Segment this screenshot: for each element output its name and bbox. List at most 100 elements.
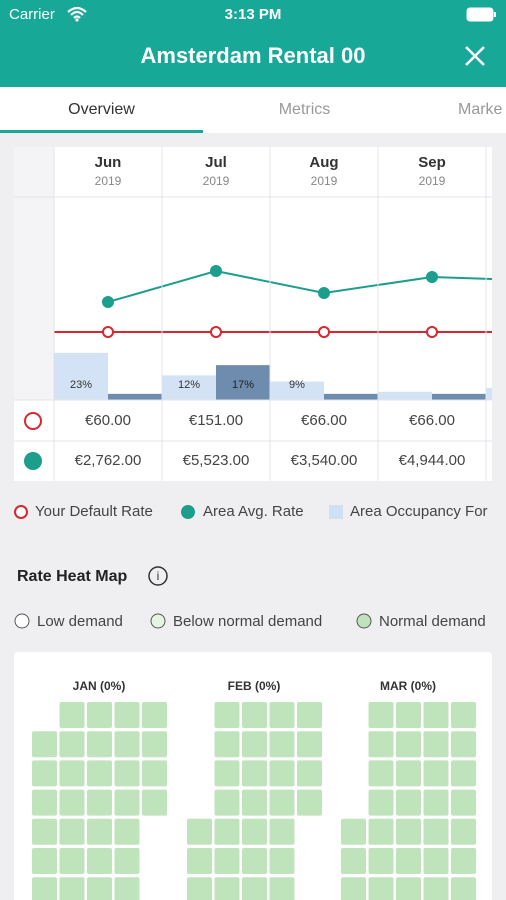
heat-cell	[214, 702, 240, 728]
heat-cell	[269, 731, 295, 758]
heat-cell	[242, 848, 267, 874]
heat-cell	[214, 818, 240, 845]
demand-label: Low demand	[37, 613, 123, 630]
info-button[interactable]	[148, 566, 168, 586]
avg-rate: €3,540.00	[291, 452, 358, 469]
heat-cell	[297, 731, 322, 758]
area-occupancy-bar	[378, 391, 432, 400]
legends: Your Default Rate Area Avg. Rate Area Oc…	[14, 503, 488, 630]
default-rate: €66.00	[301, 412, 347, 429]
tab[interactable]: Marke	[458, 101, 503, 118]
heat-cell	[269, 818, 295, 845]
heat-cell	[59, 877, 85, 900]
month-label: Jun	[95, 154, 122, 171]
heat-cell	[396, 731, 421, 758]
avg-rate-point	[102, 296, 114, 308]
card	[14, 147, 492, 481]
legend-label: Area Avg. Rate	[203, 503, 304, 520]
own-occupancy-bar	[108, 393, 162, 400]
heat-cell	[142, 731, 167, 758]
heat-cell	[242, 818, 267, 845]
avg-rate-icon	[24, 452, 42, 470]
battery-icon	[466, 7, 496, 22]
bar-label: 9%	[289, 379, 305, 391]
heat-cell	[368, 818, 394, 845]
heat-cell	[396, 789, 421, 816]
heat-cell	[142, 760, 167, 787]
heat-month-label: MAR (0%)	[380, 679, 436, 693]
heat-cell	[114, 877, 140, 900]
heat-cell	[396, 818, 421, 845]
heat-cell	[87, 702, 112, 728]
legend-label: Area Occupancy For	[350, 503, 488, 520]
heat-cell	[187, 877, 212, 900]
heat-cell	[59, 818, 85, 845]
avg-rate-point	[210, 265, 222, 277]
heat-cell	[423, 760, 449, 787]
heat-cell	[214, 877, 240, 900]
close-button[interactable]	[464, 45, 486, 67]
heat-cell	[242, 760, 267, 787]
heat-cell	[59, 702, 85, 728]
heat-cell	[423, 818, 449, 845]
heat-cell	[32, 848, 57, 874]
carrier: Carrier	[9, 6, 55, 23]
heat-cell	[269, 789, 295, 816]
tab-indicator	[0, 130, 203, 133]
tab[interactable]: Metrics	[278, 101, 331, 118]
heat-cell	[396, 702, 421, 728]
wifi-icon	[67, 6, 87, 22]
heat-cell	[114, 818, 140, 845]
area-occupancy-bar-partial	[486, 388, 492, 400]
heat-cell	[32, 731, 57, 758]
default-rate-point	[318, 326, 330, 338]
default-rate-icon	[24, 412, 42, 430]
heat-cell	[214, 760, 240, 787]
heat-cell	[242, 702, 267, 728]
legend-label: Your Default Rate	[35, 503, 153, 520]
heat-cell	[59, 848, 85, 874]
heat-cell	[297, 789, 322, 816]
own-occupancy-bar	[324, 393, 378, 400]
heat-cell	[451, 848, 476, 874]
heat-cell	[242, 731, 267, 758]
heat-cell	[269, 760, 295, 787]
heat-cell	[142, 789, 167, 816]
heat-cell	[32, 760, 57, 787]
avg-rate: €5,523.00	[183, 452, 250, 469]
heat-cell	[114, 789, 140, 816]
default-rate-point	[426, 326, 438, 338]
year-label: 2019	[311, 174, 338, 188]
heat-cell	[451, 818, 476, 845]
heat-cell	[368, 731, 394, 758]
heat-cell	[341, 877, 366, 900]
bar-label: 23%	[70, 379, 92, 391]
heat-cell	[368, 877, 394, 900]
heat-cell	[269, 702, 295, 728]
section-title: Rate Heat Map	[17, 568, 127, 585]
heat-cell	[242, 789, 267, 816]
heat-cell	[114, 848, 140, 874]
tab[interactable]: Overview	[68, 101, 135, 118]
heat-cell	[451, 760, 476, 787]
heat-cell	[423, 702, 449, 728]
heat-cell	[114, 760, 140, 787]
month-label: Jul	[205, 154, 227, 171]
heat-cell	[423, 789, 449, 816]
year-label: 2019	[95, 174, 122, 188]
heat-cell	[451, 789, 476, 816]
heat-map: JAN (0%) FEB (0%) MAR (0%)	[14, 652, 492, 900]
heat-month-label: JAN (0%)	[73, 679, 126, 693]
heat-cell	[114, 731, 140, 758]
demand-label: Below normal demand	[173, 613, 322, 630]
month-label: Aug	[309, 154, 338, 171]
heat-cell	[368, 760, 394, 787]
year-label: 2019	[419, 174, 446, 188]
heat-cell	[114, 702, 140, 728]
heat-cell	[59, 760, 85, 787]
svg-text:i: i	[157, 569, 160, 583]
heat-cell	[423, 877, 449, 900]
heat-cell	[142, 702, 167, 728]
screen-title: Amsterdam Rental 00	[140, 43, 366, 68]
